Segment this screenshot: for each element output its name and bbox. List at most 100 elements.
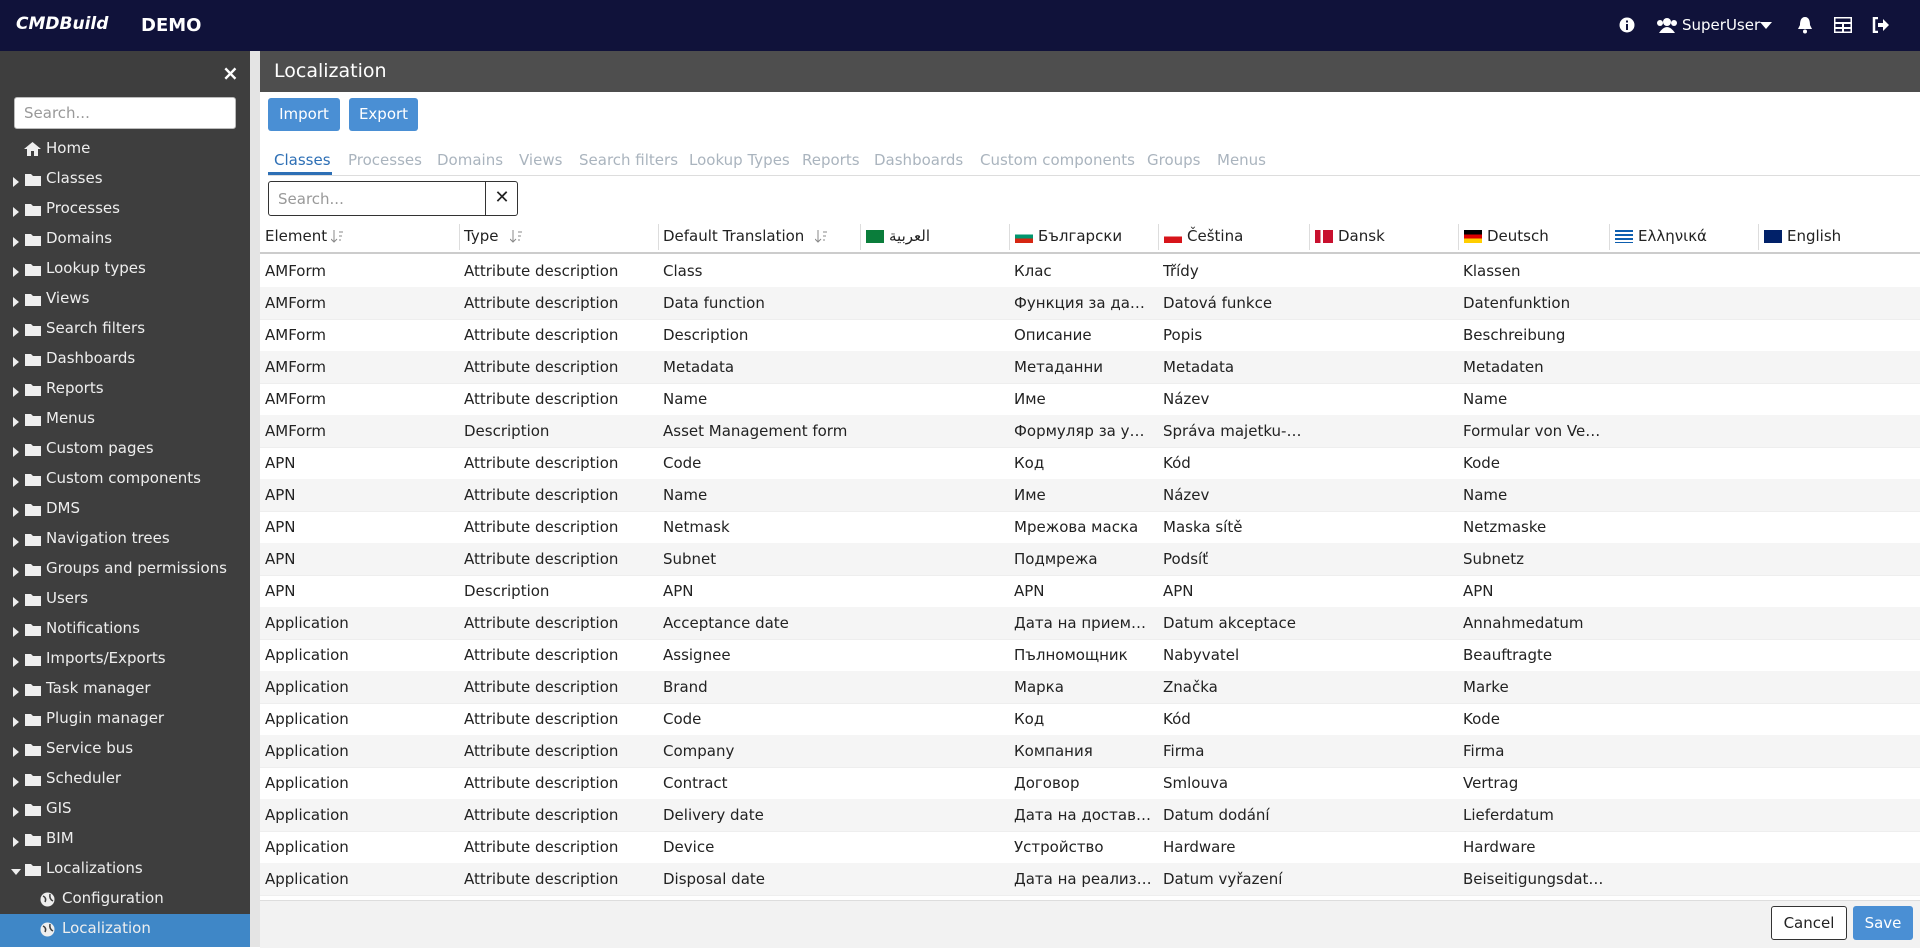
- nav-item[interactable]: Custom pages: [46, 439, 154, 457]
- nav-item[interactable]: Service bus: [46, 739, 134, 757]
- nav-item[interactable]: DMS: [46, 499, 81, 517]
- expand-caret[interactable]: [11, 203, 21, 221]
- sort-icon[interactable]: [814, 229, 827, 247]
- tab[interactable]: Views: [519, 151, 563, 169]
- expand-caret[interactable]: [11, 413, 21, 431]
- column-header[interactable]: Dansk: [1338, 227, 1385, 245]
- expand-caret[interactable]: [11, 803, 21, 821]
- nav-item[interactable]: Reports: [46, 379, 104, 397]
- close-sidebar[interactable]: ×: [222, 61, 239, 85]
- expand-caret[interactable]: [11, 533, 21, 551]
- column-header[interactable]: Čeština: [1187, 227, 1244, 245]
- export-button[interactable]: Export: [349, 98, 418, 131]
- table-row[interactable]: [260, 607, 1920, 640]
- column-header[interactable]: Ελληνικά: [1638, 227, 1707, 245]
- info-icon[interactable]: [1619, 17, 1635, 33]
- expand-caret[interactable]: [11, 623, 21, 641]
- nav-item[interactable]: Search filters: [46, 319, 146, 337]
- nav-item[interactable]: Localizations: [46, 859, 143, 877]
- user-icon[interactable]: [1656, 17, 1678, 33]
- column-header[interactable]: Element: [265, 227, 328, 245]
- splitter[interactable]: [250, 51, 260, 947]
- expand-caret[interactable]: [11, 683, 21, 701]
- expand-caret[interactable]: [11, 743, 21, 761]
- nav-item[interactable]: Dashboards: [46, 349, 136, 367]
- cancel-button[interactable]: Cancel: [1771, 906, 1847, 940]
- user-name[interactable]: SuperUser: [1682, 16, 1761, 34]
- import-button[interactable]: Import: [268, 98, 340, 131]
- nav-item[interactable]: BIM: [46, 829, 74, 847]
- column-header[interactable]: العربية: [889, 227, 930, 245]
- table-row[interactable]: [260, 287, 1920, 320]
- nav-item[interactable]: Groups and permissions: [46, 559, 227, 577]
- logout-icon[interactable]: [1872, 17, 1890, 33]
- save-button[interactable]: Save: [1853, 906, 1913, 940]
- nav-item[interactable]: Users: [46, 589, 89, 607]
- sort-icon[interactable]: [509, 229, 522, 247]
- expand-caret[interactable]: [11, 443, 21, 461]
- table-row[interactable]: [260, 671, 1920, 704]
- expand-caret[interactable]: [11, 773, 21, 791]
- nav-item[interactable]: GIS: [46, 799, 72, 817]
- tab[interactable]: Menus: [1217, 151, 1266, 169]
- tab[interactable]: Groups: [1147, 151, 1201, 169]
- column-header[interactable]: Deutsch: [1487, 227, 1549, 245]
- expand-caret[interactable]: [11, 503, 21, 521]
- expand-caret[interactable]: [11, 713, 21, 731]
- column-header[interactable]: English: [1787, 227, 1842, 245]
- expand-caret[interactable]: [11, 173, 21, 191]
- table-row[interactable]: [260, 543, 1920, 576]
- nav-item[interactable]: Navigation trees: [46, 529, 170, 547]
- sort-icon[interactable]: [330, 229, 343, 247]
- tab[interactable]: Lookup Types: [689, 151, 790, 169]
- nav-item[interactable]: Task manager: [46, 679, 151, 697]
- expand-caret[interactable]: [11, 233, 21, 251]
- expand-caret[interactable]: [11, 473, 21, 491]
- expand-caret[interactable]: [11, 653, 21, 671]
- bell-icon[interactable]: [1797, 16, 1813, 34]
- nav-item[interactable]: Processes: [46, 199, 120, 217]
- table-row[interactable]: [260, 415, 1920, 448]
- tab[interactable]: Search filters: [579, 151, 679, 169]
- sidebar-search[interactable]: Search...: [14, 97, 236, 129]
- nav-item[interactable]: Notifications: [46, 619, 140, 637]
- table-row[interactable]: [260, 735, 1920, 768]
- nav-item[interactable]: Views: [46, 289, 90, 307]
- expand-caret[interactable]: [11, 293, 21, 311]
- nav-item[interactable]: Plugin manager: [46, 709, 165, 727]
- tab[interactable]: Classes: [274, 151, 331, 169]
- nav-item[interactable]: Configuration: [62, 889, 164, 907]
- tab[interactable]: Custom components: [980, 151, 1135, 169]
- expand-caret[interactable]: [11, 593, 21, 611]
- expand-caret[interactable]: [11, 383, 21, 401]
- nav-item[interactable]: Menus: [46, 409, 95, 427]
- nav-item[interactable]: Scheduler: [46, 769, 122, 787]
- nav-item[interactable]: Custom components: [46, 469, 201, 487]
- nav-item[interactable]: Home: [46, 139, 91, 157]
- column-header[interactable]: Default Translation: [663, 227, 805, 245]
- column-header[interactable]: Български: [1038, 227, 1123, 245]
- tab[interactable]: Dashboards: [874, 151, 964, 169]
- table-row[interactable]: [260, 799, 1920, 832]
- expand-caret[interactable]: [11, 833, 21, 851]
- tab[interactable]: Reports: [802, 151, 860, 169]
- expand-caret[interactable]: [11, 263, 21, 281]
- tab[interactable]: Domains: [437, 151, 504, 169]
- grid-icon[interactable]: [1834, 17, 1852, 33]
- column-header[interactable]: Type: [464, 227, 499, 245]
- table-row[interactable]: [260, 479, 1920, 512]
- nav-item[interactable]: Lookup types: [46, 259, 146, 277]
- nav-item[interactable]: Localization: [62, 919, 151, 937]
- tab[interactable]: Processes: [348, 151, 422, 169]
- expand-caret[interactable]: [11, 323, 21, 341]
- expand-caret[interactable]: [11, 863, 21, 881]
- nav-item[interactable]: Classes: [46, 169, 103, 187]
- nav-item[interactable]: Imports/Exports: [46, 649, 166, 667]
- table-row[interactable]: [260, 351, 1920, 384]
- grid-search[interactable]: Search... ✕: [268, 181, 518, 216]
- user-caret[interactable]: [1760, 22, 1772, 30]
- table-row[interactable]: [260, 863, 1920, 896]
- nav-item[interactable]: Domains: [46, 229, 113, 247]
- clear-search[interactable]: ✕: [485, 182, 518, 215]
- expand-caret[interactable]: [11, 353, 21, 371]
